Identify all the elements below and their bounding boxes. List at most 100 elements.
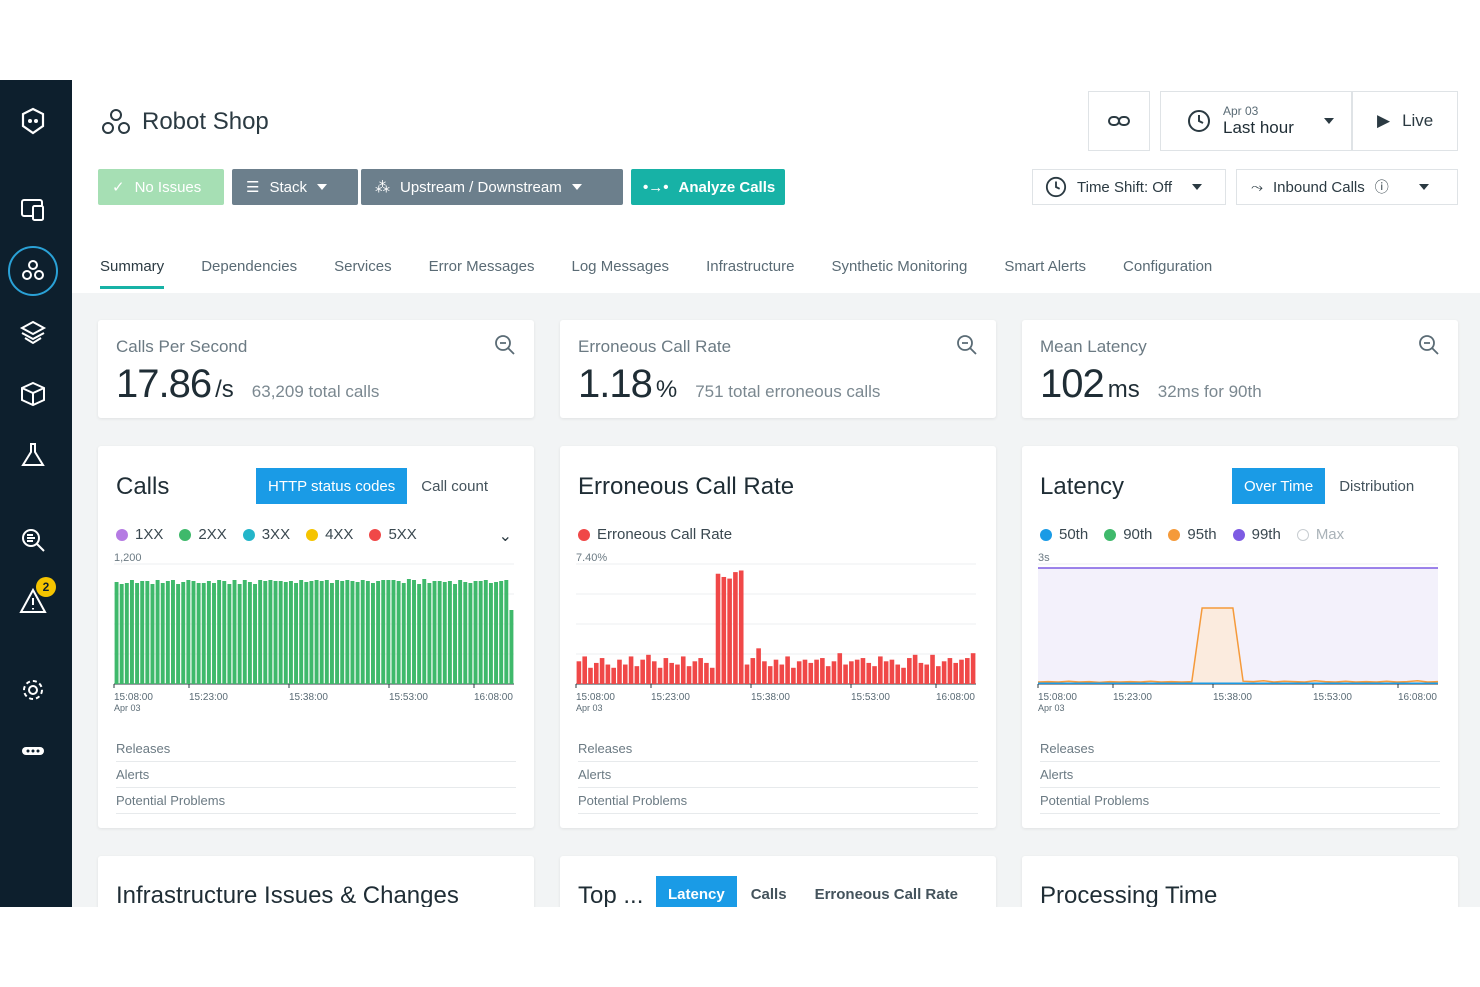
chevron-down-icon [1323,118,1334,124]
tab-summary[interactable]: Summary [100,258,165,289]
bar [432,581,437,684]
bar [802,659,808,684]
distribution-button[interactable]: Distribution [1339,477,1415,495]
chevron-down-icon [1192,184,1203,190]
more-icon[interactable] [16,734,50,768]
legend-item[interactable]: 90th [1104,526,1152,543]
bar [119,584,124,684]
bar [206,581,211,684]
zoom-icon[interactable] [1418,334,1440,356]
bar [422,579,427,684]
time-shift-dropdown[interactable]: Time Shift: Off [1032,169,1226,205]
bar [442,582,447,684]
no-issues-button[interactable]: ✓ No Issues [98,169,224,205]
tab-services[interactable]: Services [334,258,392,275]
alerts-row[interactable]: Alerts [1040,762,1440,788]
tab-smart-alerts[interactable]: Smart Alerts [1004,258,1087,275]
bar [242,580,247,684]
call-count-button[interactable]: Call count [421,477,488,495]
settings-icon[interactable] [16,673,50,707]
tab-dependencies[interactable]: Dependencies [201,258,298,275]
bar [386,580,391,684]
analyze-calls-button[interactable]: •→• Analyze Calls [631,169,785,205]
potential-problems-row[interactable]: Potential Problems [1040,788,1440,814]
stack-button[interactable]: ☰ Stack [232,169,358,205]
bar [478,581,483,684]
over-time-button[interactable]: Over Time [1232,468,1326,504]
bar [959,659,964,684]
websites-icon[interactable] [16,193,50,227]
tab-log-messages[interactable]: Log Messages [571,258,670,275]
erroneous-call-rate-button[interactable]: Erroneous Call Rate [814,885,958,903]
zoom-icon[interactable] [494,334,516,356]
info-icon[interactable]: ⓘ [1374,179,1389,195]
kpi-sub: 751 total erroneous calls [695,382,881,401]
bar [329,583,334,684]
logo-icon[interactable] [16,104,50,138]
error-rate-chart: 7.40% 15:08:00 15:23:00 15:38:00 15:53:00 16:… [575,552,976,713]
kpi-number: 102 [1040,362,1105,406]
legend-item[interactable]: 99th [1232,526,1281,543]
calls-chart-card: Calls HTTP status codes Call count 1XX 2… [98,446,534,828]
x-tick-label: 15:38:00 [1213,692,1252,703]
tab-synthetic-monitoring[interactable]: Synthetic Monitoring [831,258,968,275]
bar [663,658,669,684]
latency-button[interactable]: Latency [656,876,737,907]
events-icon[interactable] [16,584,50,618]
http-status-codes-button[interactable]: HTTP status codes [256,468,408,504]
bar [918,662,924,684]
services-icon[interactable] [16,316,50,350]
legend-item[interactable]: 1XX [116,526,163,543]
tab-configuration[interactable]: Configuration [1123,258,1213,275]
kpi-error-rate-card: Erroneous Call Rate 1.18 % 751 total err… [560,320,996,418]
calls-button[interactable]: Calls [750,885,787,903]
analyze-icon[interactable] [16,523,50,557]
link-button[interactable] [1088,91,1150,151]
live-button[interactable]: ▶ Live [1352,91,1458,151]
bar [744,664,750,684]
releases-row[interactable]: Releases [1040,736,1440,762]
x-tick-label: 15:53:00 [1313,692,1352,703]
infrastructure-icon[interactable] [16,377,50,411]
bar [640,659,645,684]
bar [155,580,160,684]
link-icon [1108,116,1130,126]
potential-problems-row[interactable]: Potential Problems [116,788,516,814]
bar [930,654,935,684]
legend-item[interactable]: 3XX [242,526,290,543]
alerts-row[interactable]: Alerts [578,762,978,788]
alerts-row[interactable]: Alerts [116,762,516,788]
releases-row[interactable]: Releases [578,736,978,762]
legend-item[interactable]: 4XX [306,526,353,543]
potential-problems-row[interactable]: Potential Problems [578,788,978,814]
legend-item[interactable]: Max [1296,526,1344,543]
tab-error-messages[interactable]: Error Messages [428,258,535,275]
time-range-picker[interactable]: Apr 03 Last hour [1160,91,1352,151]
applications-icon[interactable] [8,246,58,296]
bar [709,667,715,684]
legend-item[interactable]: 5XX [369,526,417,543]
tab-infrastructure[interactable]: Infrastructure [706,258,795,275]
legend-item[interactable]: 2XX [179,526,227,543]
infra-issues-card: Infrastructure Issues & Changes [98,856,534,907]
card-title: Processing Time [1040,882,1218,907]
legend-item[interactable]: Erroneous Call Rate [578,526,732,543]
kpi-number: 17.86 [116,362,212,406]
kpi-unit: ms [1107,376,1140,403]
legend-item[interactable]: 50th [1040,526,1088,543]
legend-item[interactable]: 95th [1168,526,1217,543]
synthetics-icon[interactable] [16,438,50,472]
upstream-downstream-button[interactable]: ⁂ Upstream / Downstream [361,169,623,205]
bar [447,581,452,684]
bar [762,661,767,684]
inbound-calls-dropdown[interactable]: ⤳ Inbound Calls ⓘ [1236,169,1458,205]
bar [201,583,206,684]
zoom-icon[interactable] [956,334,978,356]
no-issues-label: No Issues [134,178,202,196]
series-line [1037,607,1439,684]
releases-row[interactable]: Releases [116,736,516,762]
bar [401,583,406,684]
chevron-down-icon[interactable]: ⌄ [498,528,512,545]
stack-icon: ☰ [246,179,260,196]
bar [953,662,959,684]
